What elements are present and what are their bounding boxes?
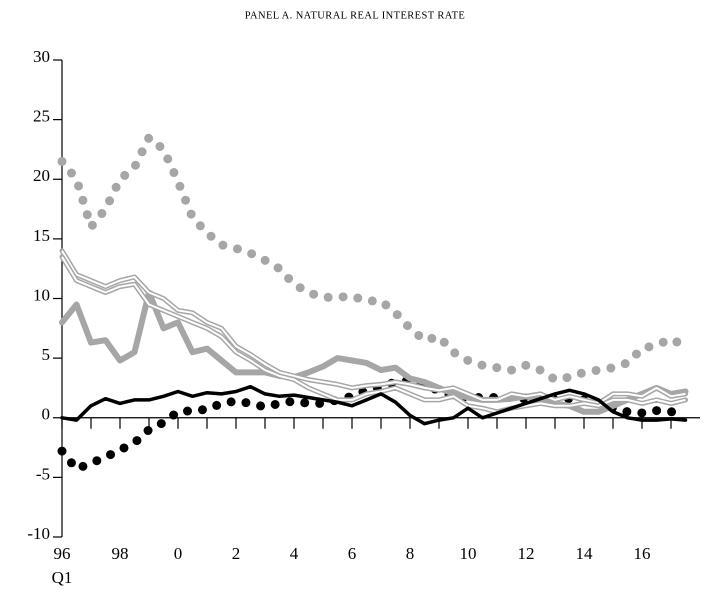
x-tick-label: 6 — [348, 544, 357, 563]
x-tick-label: 10 — [460, 544, 477, 563]
y-tick-label: 30 — [33, 47, 50, 66]
y-tick-label: 10 — [33, 285, 50, 304]
x-tick-label: 14 — [576, 544, 594, 563]
y-tick-label: 15 — [33, 226, 50, 245]
y-tick-label: -5 — [36, 464, 50, 483]
x-tick-label: 12 — [518, 544, 535, 563]
y-tick-label: -10 — [27, 524, 50, 543]
y-tick-label: 25 — [33, 107, 50, 126]
chart-title: PANEL A. NATURAL REAL INTEREST RATE — [245, 10, 466, 21]
series-line-inner — [61, 250, 686, 405]
series-line — [60, 384, 688, 426]
series-line — [57, 133, 690, 385]
x-tick-label: 16 — [634, 544, 651, 563]
x-tick-label: 98 — [112, 544, 129, 563]
x-tick-label: 8 — [406, 544, 415, 563]
series-line — [59, 248, 688, 406]
x-tick-label: 2 — [232, 544, 241, 563]
series-line — [59, 289, 689, 415]
series-line-inner — [61, 256, 686, 413]
y-tick-label: 0 — [42, 405, 51, 424]
x-tick-label: 4 — [290, 544, 299, 563]
y-tick-label: 20 — [33, 166, 50, 185]
x-axis-label: Q1 — [52, 568, 73, 587]
y-tick-label: 5 — [42, 345, 51, 364]
x-tick-label: 96 — [54, 544, 71, 563]
x-tick-label: 0 — [174, 544, 183, 563]
